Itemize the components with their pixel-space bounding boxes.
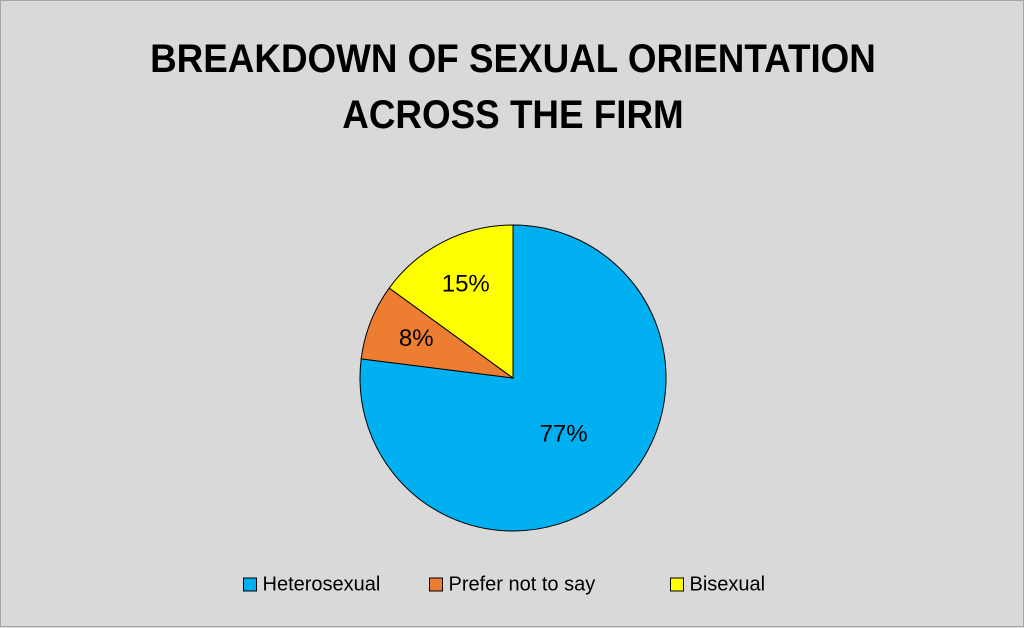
pie-slice	[388, 224, 514, 379]
pie-slice	[359, 224, 667, 532]
legend-label: Bisexual	[690, 573, 766, 595]
legend-swatch	[670, 577, 684, 592]
data-label: 77%	[540, 421, 588, 448]
legend-swatch	[429, 577, 443, 592]
data-label: 15%	[442, 271, 490, 298]
chart-title: BREAKDOWN OF SEXUAL ORIENTATION ACROSS T…	[150, 37, 876, 137]
legend-swatch	[243, 577, 257, 592]
data-label: 8%	[399, 325, 434, 352]
legend-label: Heterosexual	[263, 573, 381, 595]
legend-label: Prefer not to say	[449, 573, 596, 595]
